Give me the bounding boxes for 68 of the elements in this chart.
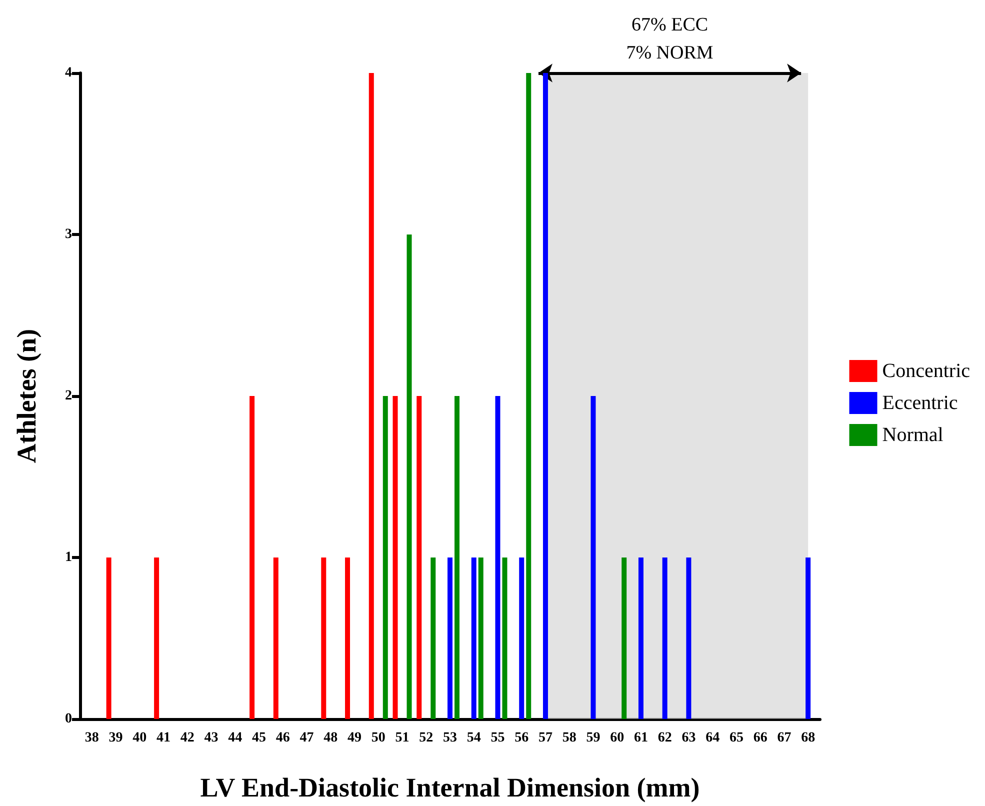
bar (273, 558, 278, 719)
bar (638, 558, 644, 719)
x-tick-label: 54 (466, 730, 481, 746)
x-tick-label: 46 (276, 730, 290, 746)
x-tick-label: 67 (777, 730, 792, 746)
bar (448, 558, 452, 719)
bar (392, 396, 398, 719)
x-tick-label: 62 (658, 730, 672, 746)
x-tick-label: 57 (538, 730, 552, 746)
bar (495, 396, 500, 719)
x-tick-label: 48 (324, 730, 338, 746)
legend-label: Eccentric (882, 392, 958, 414)
x-tick-label: 50 (371, 730, 386, 746)
bar (502, 558, 508, 719)
bar (471, 558, 476, 719)
bar (406, 234, 412, 719)
bar (686, 558, 692, 719)
x-tick-label: 53 (443, 730, 457, 746)
y-tick-label: 4 (65, 66, 72, 80)
bar (321, 558, 326, 719)
x-tick-label: 52 (419, 730, 434, 746)
bar (662, 558, 668, 719)
bar (519, 558, 524, 719)
x-tick-label: 55 (490, 730, 505, 746)
x-tick-label: 44 (228, 730, 242, 746)
bar (368, 73, 374, 719)
bar (106, 558, 112, 719)
x-tick-label: 51 (395, 730, 410, 746)
x-tick-label: 45 (252, 730, 266, 746)
y-tick-label: 3 (65, 227, 72, 242)
legend-label: Normal (882, 424, 944, 446)
x-tick-label: 43 (204, 730, 218, 746)
x-axis-title: LV End-Diastolic Internal Dimension (mm) (200, 772, 700, 802)
x-tick-label: 39 (108, 730, 123, 746)
bar (250, 396, 255, 719)
bar (590, 396, 596, 719)
x-tick-label: 40 (132, 730, 147, 746)
y-tick-label: 1 (65, 550, 72, 565)
x-tick-label: 38 (84, 730, 99, 746)
x-tick-label: 56 (514, 730, 529, 746)
x-tick-label: 42 (180, 730, 194, 746)
x-tick-label: 65 (729, 730, 744, 746)
x-tick-label: 41 (156, 730, 171, 746)
y-axis-title: Athletes (n) (12, 328, 42, 464)
x-tick-label: 58 (562, 730, 576, 746)
x-tick-label: 68 (801, 730, 816, 746)
bar (345, 558, 350, 719)
x-tick-label: 60 (610, 730, 624, 746)
y-tick-label: 0 (65, 712, 72, 726)
bar (454, 396, 460, 719)
y-tick-label: 2 (65, 388, 72, 404)
bar (430, 558, 436, 719)
bar (382, 396, 388, 719)
bar (416, 396, 422, 719)
legend-label: Concentric (882, 360, 970, 382)
bar (478, 558, 484, 719)
x-tick-label: 64 (706, 730, 720, 746)
x-tick-label: 49 (348, 730, 362, 746)
x-tick-label: 61 (634, 730, 648, 746)
bar (154, 558, 160, 719)
bar (526, 73, 532, 719)
band-label: 67% ECC 7% NORM (626, 14, 714, 64)
bar (806, 558, 811, 719)
x-tick-label: 63 (682, 730, 696, 746)
bar (622, 558, 627, 719)
x-tick-label: 66 (753, 730, 768, 746)
x-tick-label: 47 (300, 730, 314, 746)
x-tick-label: 59 (586, 730, 600, 746)
